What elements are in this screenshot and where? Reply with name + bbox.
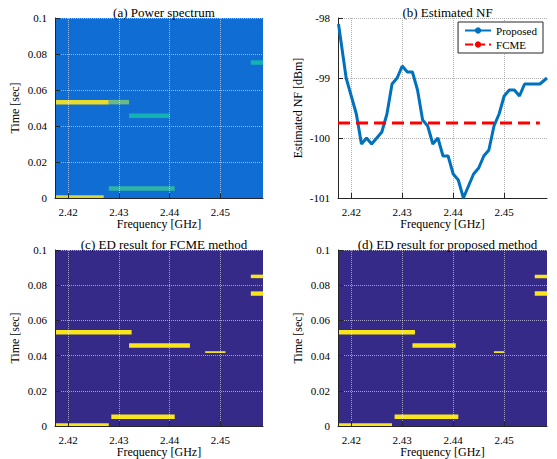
svg-text:Frequency [GHz]: Frequency [GHz]: [400, 217, 484, 231]
svg-text:0.08: 0.08: [311, 279, 331, 291]
svg-text:0: 0: [42, 192, 48, 204]
svg-text:Frequency [GHz]: Frequency [GHz]: [117, 445, 201, 459]
svg-text:0.02: 0.02: [28, 156, 47, 168]
svg-text:Frequency [GHz]: Frequency [GHz]: [117, 217, 201, 231]
svg-text:0.1: 0.1: [316, 244, 330, 256]
svg-text:Frequency [GHz]: Frequency [GHz]: [400, 445, 484, 459]
svg-text:FCME: FCME: [496, 39, 526, 51]
svg-text:-101: -101: [310, 192, 330, 204]
svg-text:2.42: 2.42: [342, 206, 361, 218]
svg-text:Estimated NF [dBm]: Estimated NF [dBm]: [291, 58, 305, 159]
svg-text:0.06: 0.06: [311, 314, 331, 326]
svg-text:0: 0: [325, 420, 331, 432]
svg-text:0.04: 0.04: [311, 350, 331, 362]
svg-text:0.1: 0.1: [33, 244, 47, 256]
svg-text:0.04: 0.04: [28, 120, 48, 132]
svg-text:(c) ED result for FCME method: (c) ED result for FCME method: [81, 237, 248, 252]
svg-text:2.44: 2.44: [160, 206, 180, 218]
svg-text:0: 0: [42, 420, 48, 432]
svg-text:0.04: 0.04: [28, 350, 48, 362]
svg-text:2.42: 2.42: [342, 434, 361, 446]
svg-text:0.06: 0.06: [28, 84, 48, 96]
svg-text:2.43: 2.43: [393, 206, 413, 218]
svg-text:2.44: 2.44: [160, 434, 180, 446]
svg-text:Time [sec]: Time [sec]: [8, 82, 22, 133]
svg-text:-98: -98: [315, 12, 330, 24]
svg-text:2.43: 2.43: [109, 206, 129, 218]
svg-text:2.42: 2.42: [59, 206, 78, 218]
svg-text:0.02: 0.02: [28, 385, 47, 397]
svg-text:2.45: 2.45: [495, 206, 515, 218]
svg-text:-100: -100: [310, 132, 331, 144]
svg-text:0.06: 0.06: [28, 314, 48, 326]
svg-text:(a) Power spectrum: (a) Power spectrum: [113, 5, 215, 20]
svg-text:0.08: 0.08: [28, 48, 48, 60]
svg-text:2.45: 2.45: [495, 434, 515, 446]
svg-text:(b) Estimated NF: (b) Estimated NF: [402, 5, 492, 20]
svg-text:2.43: 2.43: [109, 434, 129, 446]
svg-text:Time [sec]: Time [sec]: [291, 312, 305, 363]
svg-text:2.44: 2.44: [444, 434, 464, 446]
svg-text:2.44: 2.44: [444, 206, 464, 218]
svg-text:2.45: 2.45: [211, 434, 231, 446]
svg-text:(d) ED result for proposed met: (d) ED result for proposed method: [358, 237, 538, 252]
svg-text:2.43: 2.43: [393, 434, 413, 446]
svg-text:0.02: 0.02: [311, 385, 330, 397]
svg-text:Time [sec]: Time [sec]: [8, 312, 22, 363]
svg-text:2.42: 2.42: [59, 434, 78, 446]
svg-text:-99: -99: [315, 72, 330, 84]
svg-text:Proposed: Proposed: [496, 25, 537, 37]
svg-text:2.45: 2.45: [211, 206, 231, 218]
svg-text:0.08: 0.08: [28, 279, 48, 291]
svg-text:0.1: 0.1: [33, 12, 47, 24]
